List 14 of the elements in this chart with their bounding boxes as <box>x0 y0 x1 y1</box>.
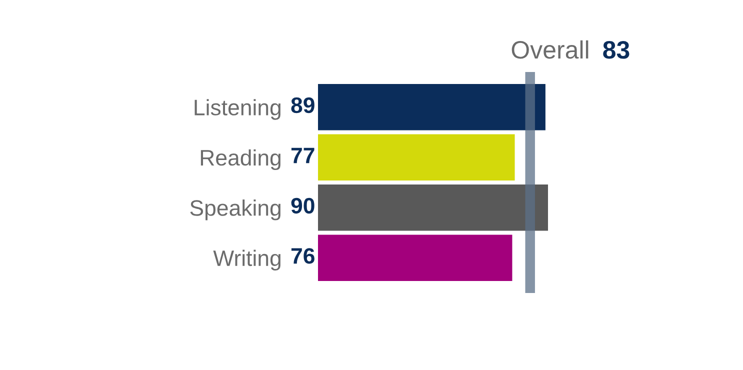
y-tick-label: Writing <box>213 250 280 271</box>
bar <box>318 234 512 281</box>
data-label: 76 <box>291 248 314 264</box>
ref-line-label: Overall <box>512 40 588 59</box>
bar <box>318 134 515 180</box>
data-label: 89 <box>291 97 314 114</box>
bar <box>318 84 546 130</box>
y-tick-label: Speaking <box>190 200 280 220</box>
bar <box>318 184 548 231</box>
data-label: 77 <box>291 148 314 164</box>
y-tick-label: Reading <box>200 149 280 170</box>
text: 83 <box>603 41 630 59</box>
data-label: 90 <box>291 198 314 214</box>
y-tick-label: Listening <box>194 99 280 120</box>
